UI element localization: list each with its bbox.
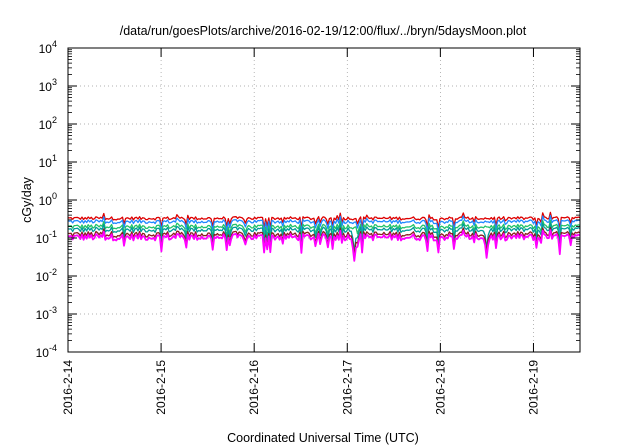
grid <box>68 48 580 352</box>
x-tick-label: 2016-2-16 <box>247 360 261 415</box>
x-tick-label: 2016-2-17 <box>340 360 354 415</box>
y-tick-exponent: -1 <box>49 229 57 239</box>
y-tick-base: 10 <box>36 346 50 360</box>
y-tick-exponent: 2 <box>52 115 57 125</box>
y-tick-exponent: 0 <box>52 191 57 201</box>
y-axis-label: cGy/day <box>20 176 34 223</box>
y-tick-label: 102 <box>39 115 57 132</box>
y-tick-label: 10-1 <box>36 229 57 246</box>
series-line <box>67 229 581 262</box>
y-tick-exponent: -4 <box>49 343 57 353</box>
x-tick-label: 2016-2-14 <box>61 360 75 415</box>
y-tick-base: 10 <box>39 194 53 208</box>
series-line <box>67 222 581 252</box>
y-tick-label: 10-2 <box>36 267 57 284</box>
y-tick-label: 101 <box>39 153 57 170</box>
x-tick-label: 2016-2-15 <box>154 360 168 415</box>
series-line <box>67 226 581 256</box>
series-line <box>67 219 581 241</box>
y-tick-base: 10 <box>36 270 50 284</box>
y-tick-base: 10 <box>36 308 50 322</box>
y-tick-label: 10-4 <box>36 343 57 360</box>
y-tick-label: 104 <box>39 39 57 56</box>
y-tick-label: 10-3 <box>36 305 57 322</box>
chart-title: /data/run/goesPlots/archive/2016-02-19/1… <box>120 24 527 38</box>
x-axis-label: Coordinated Universal Time (UTC) <box>227 431 419 445</box>
y-tick-base: 10 <box>36 232 50 246</box>
y-tick-exponent: 4 <box>52 39 57 49</box>
y-tick-exponent: 1 <box>52 153 57 163</box>
y-tick-exponent: 3 <box>52 77 57 87</box>
x-tick-label: 2016-2-19 <box>526 360 540 415</box>
x-tick-label: 2016-2-18 <box>433 360 447 415</box>
x-tick-labels: 2016-2-14 2016-2-15 2016-2-16 2016-2-17 2016… <box>61 360 540 415</box>
y-tick-exponent: -2 <box>49 267 57 277</box>
y-tick-base: 10 <box>39 42 53 56</box>
y-tick-base: 10 <box>39 118 53 132</box>
y-tick-base: 10 <box>39 156 53 170</box>
y-tick-base: 10 <box>39 80 53 94</box>
y-tick-exponent: -3 <box>49 305 57 315</box>
y-tick-label: 100 <box>39 191 57 208</box>
series-layer <box>67 211 581 262</box>
y-tick-label: 103 <box>39 77 57 94</box>
ticks <box>67 47 580 353</box>
series-line <box>67 211 581 230</box>
series-line <box>67 214 581 234</box>
